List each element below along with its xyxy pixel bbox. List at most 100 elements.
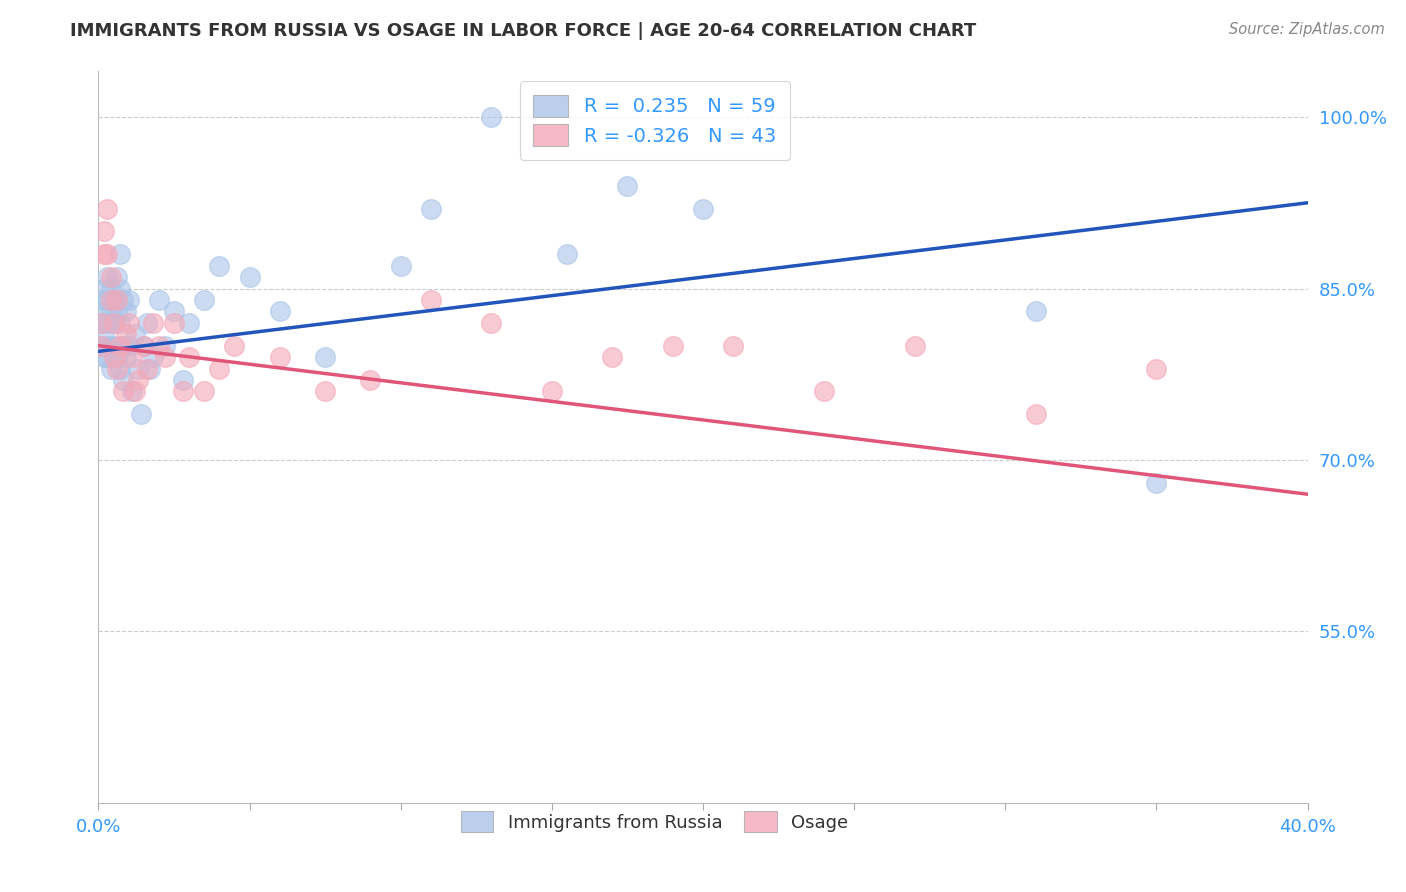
Point [93,327,115,342]
Point [111,384,134,399]
Point [100,361,122,376]
Point [163,316,186,330]
Point [360,373,382,387]
Point [108,316,131,330]
Point [692,202,714,216]
Point [108,361,131,376]
Point [90,316,112,330]
Point [224,338,246,352]
Point [481,316,503,330]
Point [602,350,624,364]
Point [132,338,155,352]
Point [269,350,291,364]
Point [616,178,638,193]
Point [90,316,112,330]
Point [100,304,122,318]
Point [100,270,122,285]
Point [239,270,262,285]
Point [314,384,336,399]
Point [135,316,157,330]
Point [179,350,201,364]
Point [105,350,128,364]
Point [90,338,112,352]
Point [111,373,134,387]
Point [555,247,578,261]
Point [1144,361,1167,376]
Point [93,224,115,238]
Point [103,316,125,330]
Point [269,304,291,318]
Point [96,247,118,261]
Point [148,293,170,307]
Point [118,338,141,352]
Point [96,316,118,330]
Point [111,338,134,352]
Point [193,384,215,399]
Text: Source: ZipAtlas.com: Source: ZipAtlas.com [1229,22,1385,37]
Point [904,338,927,352]
Point [153,350,176,364]
Point [93,350,115,364]
Point [1024,304,1046,318]
Point [127,373,149,387]
Point [105,293,128,307]
Point [103,293,125,307]
Point [96,270,118,285]
Point [111,293,134,307]
Point [96,338,118,352]
Point [132,338,155,352]
Point [148,338,170,352]
Point [114,327,136,342]
Point [96,202,118,216]
Point [723,338,745,352]
Point [105,270,128,285]
Point [103,350,125,364]
Point [139,361,162,376]
Point [135,361,157,376]
Point [661,338,683,352]
Point [314,350,336,364]
Point [108,247,131,261]
Point [142,316,165,330]
Point [129,407,152,421]
Point [153,338,176,352]
Point [103,338,125,352]
Point [90,338,112,352]
Point [93,281,115,295]
Point [163,304,186,318]
Point [93,304,115,318]
Point [172,373,194,387]
Point [121,384,143,399]
Point [93,247,115,261]
Point [118,316,141,330]
Point [420,293,443,307]
Point [108,338,131,352]
Point [127,361,149,376]
Point [100,281,122,295]
Point [96,293,118,307]
Point [1144,475,1167,490]
Point [179,316,201,330]
Legend: Immigrants from Russia, Osage: Immigrants from Russia, Osage [451,803,858,841]
Point [389,259,412,273]
Point [1024,407,1046,421]
Point [124,384,146,399]
Point [90,293,112,307]
Point [481,110,503,124]
Point [105,361,128,376]
Point [100,338,122,352]
Point [420,202,443,216]
Point [121,350,143,364]
Point [124,327,146,342]
Point [193,293,215,307]
Point [108,281,131,295]
Point [172,384,194,399]
Point [103,316,125,330]
Text: IMMIGRANTS FROM RUSSIA VS OSAGE IN LABOR FORCE | AGE 20-64 CORRELATION CHART: IMMIGRANTS FROM RUSSIA VS OSAGE IN LABOR… [70,22,977,40]
Point [114,304,136,318]
Point [105,304,128,318]
Point [540,384,562,399]
Point [142,350,165,364]
Point [114,350,136,364]
Point [813,384,835,399]
